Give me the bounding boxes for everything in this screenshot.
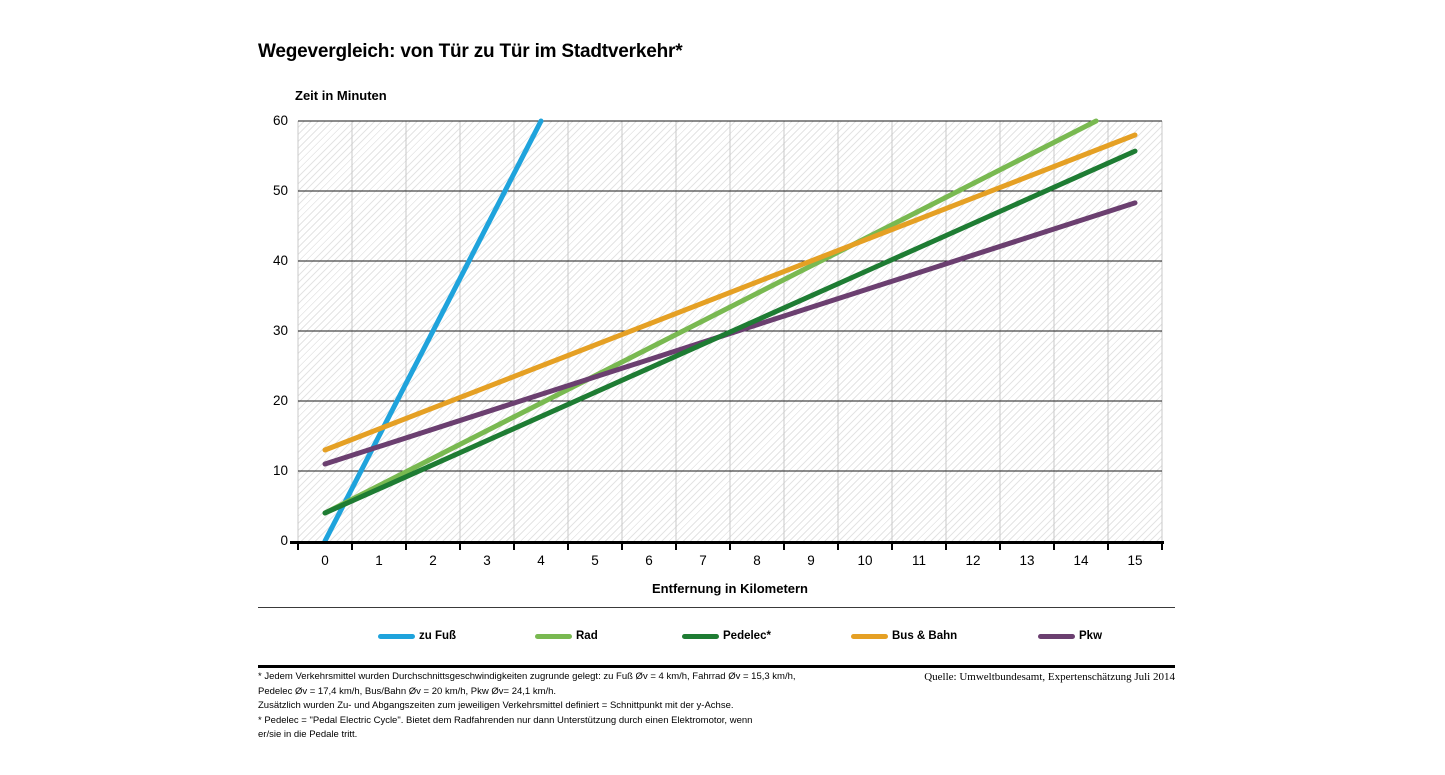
legend-label-bus-bahn: Bus & Bahn	[892, 630, 958, 642]
series-line-rad	[322, 118, 1099, 516]
legend-top-divider	[258, 607, 1175, 608]
y-tick-label: 40	[272, 253, 288, 268]
footnote-line: Zusätzlich wurden Zu- und Abgangszeiten …	[258, 700, 734, 712]
legend-item-rad: Rad	[535, 628, 598, 644]
x-axis-title: Entfernung in Kilometern	[652, 581, 808, 596]
y-tick-label: 0	[280, 533, 288, 548]
x-tick-label: 1	[375, 553, 383, 568]
y-tick-label: 30	[272, 323, 288, 338]
footnote-line: er/sie in die Pedale tritt.	[258, 729, 358, 741]
y-tick-label: 10	[272, 463, 288, 478]
x-tick-label: 13	[1019, 553, 1035, 568]
x-tick-label: 7	[699, 553, 707, 568]
x-tick-label: 15	[1127, 553, 1143, 568]
series-line-zu-fu	[322, 118, 544, 544]
footnote-line: Pedelec Øv = 17,4 km/h, Bus/Bahn Øv = 20…	[258, 685, 557, 697]
footnote-divider	[258, 665, 1175, 668]
y-axis-title: Zeit in Minuten	[295, 88, 387, 103]
legend-label-pkw: Pkw	[1079, 630, 1103, 642]
x-tick-label: 0	[321, 553, 329, 568]
x-tick-label: 6	[645, 553, 653, 568]
legend-swatch-pedelec	[682, 633, 719, 639]
x-tick-label: 12	[965, 553, 981, 568]
x-tick-label: 2	[429, 553, 437, 568]
legend-item-bus-bahn: Bus & Bahn	[851, 628, 957, 644]
legend-label-zu-fu: zu Fuß	[419, 630, 457, 642]
series-line-pedelec	[322, 148, 1138, 516]
x-tick-label: 5	[591, 553, 599, 568]
x-tick-label: 10	[857, 553, 873, 568]
chart-title: Wegevergleich: von Tür zu Tür im Stadtve…	[258, 41, 683, 62]
x-tick-label: 11	[911, 553, 926, 568]
y-tick-label: 60	[272, 113, 288, 128]
legend-swatch-zu-fu	[378, 633, 415, 639]
legend-label-rad: Rad	[576, 630, 598, 642]
legend: zu Fuß Rad Pedelec* Bus & Bahn Pkw	[0, 628, 1445, 648]
source-attribution: Quelle: Umweltbundesamt, Expertenschätzu…	[924, 671, 1175, 683]
legend-swatch-bus-bahn	[851, 633, 888, 639]
legend-swatch-rad	[535, 633, 572, 639]
x-tick-label: 8	[753, 553, 761, 568]
legend-item-zu-fu: zu Fuß	[378, 628, 456, 644]
legend-label-pedelec: Pedelec*	[723, 630, 771, 642]
x-tick-label: 3	[483, 553, 491, 568]
legend-item-pedelec: Pedelec*	[682, 628, 771, 644]
legend-swatch-pkw	[1038, 633, 1075, 639]
footnote-line: * Jedem Verkehrsmittel wurden Durchschni…	[258, 671, 796, 682]
footnotes: * Jedem Verkehrsmittel wurden Durchschni…	[258, 670, 838, 743]
y-tick-label: 20	[272, 393, 288, 408]
series-line-bus-bahn	[322, 132, 1138, 453]
x-tick-label: 4	[537, 553, 545, 568]
legend-item-pkw: Pkw	[1038, 628, 1102, 644]
footnote-line: * Pedelec = "Pedal Electric Cycle". Biet…	[258, 714, 753, 726]
x-tick-label: 9	[807, 553, 815, 568]
y-tick-label: 50	[272, 183, 288, 198]
x-tick-label: 14	[1073, 553, 1089, 568]
